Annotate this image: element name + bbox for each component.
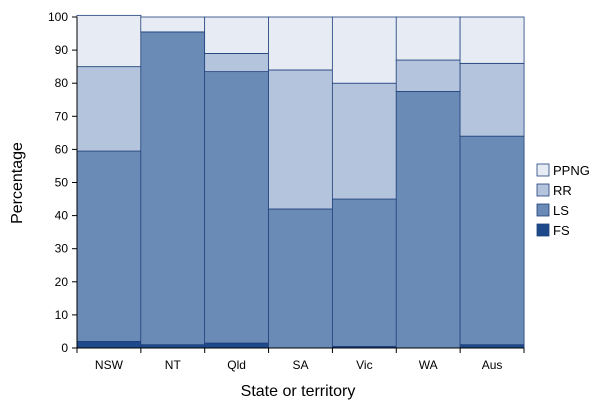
- bar-rr-aus: [459, 62, 525, 137]
- bar-ppng-qld: [204, 16, 270, 54]
- legend-swatch-ls: [536, 203, 550, 217]
- legend-label-ls: LS: [553, 203, 569, 218]
- y-tick-label: 100: [48, 10, 68, 24]
- bar-ppng-sa: [268, 16, 333, 71]
- y-tick-label: 10: [55, 308, 69, 322]
- y-tick-label: 0: [61, 341, 68, 355]
- bar-ls-aus: [459, 135, 525, 346]
- x-tick-label: SA: [292, 358, 308, 372]
- bar-fs-qld: [204, 342, 270, 349]
- axes-layer: NSW NT Qld SA Vic WA Aus 0 10 20 30 40 50 60 70 80 90 100: [48, 10, 525, 372]
- bar-ppng-vic: [331, 16, 397, 84]
- x-tick-label: WA: [419, 358, 438, 372]
- bar-ppng-aus: [459, 16, 525, 64]
- bar-ls-nt: [140, 31, 206, 346]
- bar-ls-wa: [395, 91, 461, 349]
- y-tick-label: 60: [55, 142, 69, 156]
- legend-label-rr: RR: [553, 183, 572, 198]
- x-axis-title: State or territory: [241, 383, 356, 400]
- bar-rr-wa: [395, 59, 461, 92]
- x-tick-label: Aus: [482, 358, 503, 372]
- x-tick-label: Vic: [356, 358, 372, 372]
- bars-layer: [76, 14, 525, 349]
- x-tick-label: NT: [165, 358, 182, 372]
- bar-fs-nsw: [76, 340, 142, 349]
- bar-rr-nsw: [76, 66, 142, 152]
- legend: PPNG RR LS FS: [536, 163, 590, 238]
- bar-ls-nsw: [76, 150, 142, 342]
- legend-swatch-rr: [536, 183, 550, 197]
- y-tick-label: 80: [55, 76, 69, 90]
- x-tick-label: NSW: [95, 358, 124, 372]
- legend-swatch-fs: [536, 223, 550, 237]
- y-tick-label: 90: [55, 43, 69, 57]
- bar-ls-qld: [204, 71, 270, 344]
- bar-rr-qld: [204, 53, 270, 73]
- bar-ppng-wa: [395, 16, 461, 61]
- y-tick-label: 40: [55, 209, 69, 223]
- x-tick-label: Qld: [227, 358, 246, 372]
- y-tick-label: 70: [55, 109, 69, 123]
- y-axis-title: Percentage: [9, 142, 26, 224]
- bar-ppng-nt: [140, 16, 206, 33]
- y-tick-label: 30: [55, 242, 69, 256]
- bar-rr-sa: [268, 69, 333, 210]
- legend-label-ppng: PPNG: [553, 163, 590, 178]
- legend-label-fs: FS: [553, 223, 570, 238]
- bar-ls-vic: [331, 198, 397, 347]
- y-tick-label: 20: [55, 275, 69, 289]
- bar-rr-vic: [331, 82, 397, 200]
- bar-ppng-nsw: [76, 14, 142, 68]
- y-tick-label: 50: [55, 176, 69, 190]
- bar-ls-sa: [268, 208, 333, 349]
- legend-swatch-ppng: [536, 163, 550, 177]
